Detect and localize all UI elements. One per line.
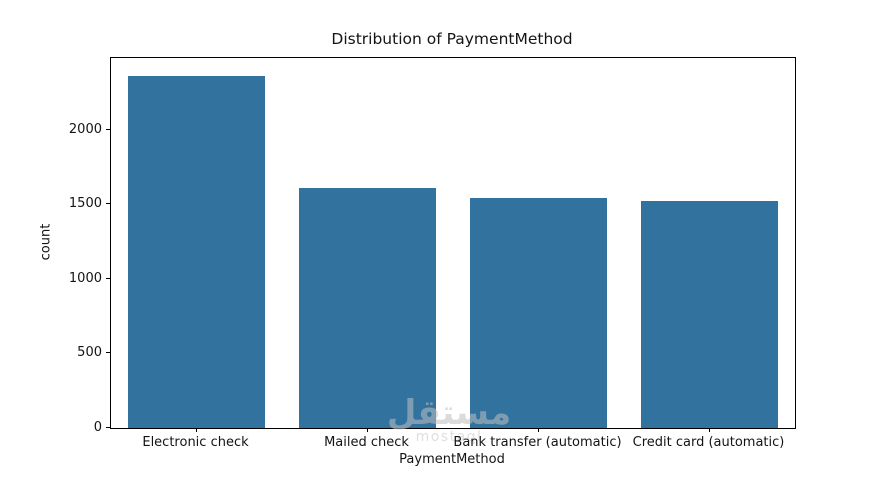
x-tick-mark <box>366 428 368 432</box>
plot-area <box>110 57 796 429</box>
chart-title: Distribution of PaymentMethod <box>331 30 573 48</box>
y-tick-mark <box>106 352 110 354</box>
y-tick-label-1000: 1000 <box>68 270 102 286</box>
y-tick-label-500: 500 <box>77 345 102 361</box>
y-tick-label-0: 0 <box>93 420 102 435</box>
bar-mailed-check <box>299 187 436 428</box>
y-tick-label-1500: 1500 <box>68 196 102 212</box>
x-tick-label-credit-card-automatic: Credit card (automatic) <box>632 435 785 450</box>
bar-electronic-check <box>128 75 265 428</box>
y-tick-mark <box>106 128 110 130</box>
x-tick-label-electronic-check: Electronic check <box>142 435 249 450</box>
x-tick-mark <box>537 428 539 432</box>
y-axis-label: count <box>38 223 54 261</box>
y-tick-mark <box>106 427 110 428</box>
x-tick-mark <box>708 428 710 432</box>
x-tick-label-mailed-check: Mailed check <box>324 435 409 450</box>
bar-bank-transfer-automatic <box>470 197 607 428</box>
x-axis-label: PaymentMethod <box>399 452 505 467</box>
x-tick-mark <box>195 428 197 432</box>
y-tick-label-2000: 2000 <box>68 121 102 137</box>
y-tick-mark <box>106 277 110 279</box>
bar-credit-card-automatic <box>641 201 778 428</box>
x-tick-label-bank-transfer-automatic: Bank transfer (automatic) <box>453 435 622 450</box>
y-tick-mark <box>106 203 110 205</box>
